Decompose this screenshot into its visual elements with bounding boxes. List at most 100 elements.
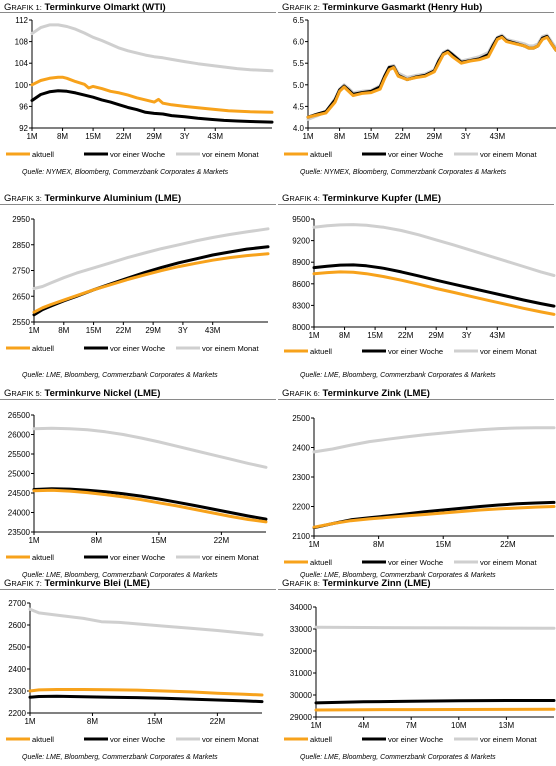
x-tick-label: 8M [91, 536, 102, 545]
y-tick-label: 34000 [290, 603, 313, 612]
x-tick-label: 4M [358, 721, 369, 730]
legend-label-vor-einer-woche: vor einer Woche [110, 553, 165, 562]
y-tick-label: 2950 [12, 215, 30, 224]
legend-label-aktuell: aktuell [32, 553, 54, 562]
legend-label-vor-einer-woche: vor einer Woche [110, 735, 165, 744]
chart-source: Quelle: NYMEX, Bloomberg, Commerzbank Co… [300, 169, 507, 176]
y-tick-label: 8600 [292, 280, 310, 289]
series-line-vor-einer-woche [314, 699, 556, 705]
series-line-aktuell [314, 707, 556, 712]
x-tick-label: 29M [145, 326, 161, 335]
series-line-vor-einem-monat [312, 223, 556, 277]
y-tick-label: 2850 [12, 241, 30, 250]
title-rule [0, 589, 276, 590]
chart-title-name: Terminkurve Nickel (LME) [41, 388, 161, 399]
legend-label-vor-einem-monat: vor einem Monat [202, 735, 259, 744]
chart-title-name: Terminkurve Gasmarkt (Henry Hub) [319, 2, 483, 13]
legend-label-vor-einer-woche: vor einer Woche [388, 735, 443, 744]
title-rule [278, 399, 554, 400]
y-tick-label: 26000 [8, 431, 31, 440]
x-tick-label: 22M [116, 132, 132, 141]
y-tick-label: 8000 [292, 323, 310, 332]
y-tick-label: 6.5 [293, 16, 305, 25]
y-tick-label: 26500 [8, 411, 31, 420]
x-tick-label: 15M [435, 540, 451, 549]
x-tick-label: 1M [28, 536, 39, 545]
y-tick-label: 8900 [292, 258, 310, 267]
x-tick-label: 1M [24, 717, 35, 726]
x-tick-label: 8M [339, 331, 350, 340]
y-tick-label: 25000 [8, 470, 31, 479]
x-tick-label: 15M [85, 132, 101, 141]
x-tick-label: 15M [151, 536, 167, 545]
chart-panel-3: GRAFIK 3: Terminkurve Aluminium (LME) 255… [0, 191, 278, 381]
x-tick-label: 22M [398, 331, 414, 340]
chart-title-label: GRAFIK 7: [4, 578, 42, 589]
chart-title: GRAFIK 6: Terminkurve Zink (LME) [282, 388, 430, 399]
chart-title-label: GRAFIK 1: [4, 2, 42, 13]
y-tick-label: 2400 [8, 665, 26, 674]
series-line-aktuell [30, 75, 274, 114]
chart-svg: 29000 30000 31000 32000 33000 34000 1M 4M 7M 10M 1… [284, 603, 556, 744]
y-tick-label: 2200 [8, 709, 26, 718]
chart-source: Quelle: LME, Bloomberg, Commerzbank Corp… [22, 372, 218, 379]
x-tick-label: 1M [310, 721, 321, 730]
series-line-vor-einem-monat [30, 23, 274, 73]
y-tick-label: 33000 [290, 625, 313, 634]
series-line-vor-einer-woche [306, 34, 556, 119]
chart-title-name: Terminkurve Olmarkt (WTI) [41, 2, 166, 13]
legend-label-aktuell: aktuell [310, 558, 332, 567]
x-tick-label: 15M [86, 326, 102, 335]
legend-label-vor-einer-woche: vor einer Woche [388, 150, 443, 159]
chart-svg: 2200 2300 2400 2500 2600 2700 1M 8M 15M 22M aktuel… [6, 599, 264, 744]
chart-source: Quelle: LME, Bloomberg, Commerzbank Corp… [22, 754, 218, 761]
x-tick-label: 22M [210, 717, 226, 726]
series-line-vor-einem-monat [32, 227, 270, 290]
series-line-vor-einer-woche [312, 263, 556, 308]
y-tick-label: 2100 [292, 532, 310, 541]
chart-panel-5: GRAFIK 5: Terminkurve Nickel (LME) 23500 2… [0, 386, 278, 579]
series-line-vor-einer-woche [28, 694, 264, 704]
chart-title: GRAFIK 8: Terminkurve Zinn (LME) [282, 578, 431, 589]
y-tick-label: 31000 [290, 669, 313, 678]
y-tick-label: 4.5 [293, 102, 305, 111]
chart-title-name: Terminkurve Zinn (LME) [319, 578, 431, 589]
chart-panel-7: GRAFIK 7: Terminkurve Blei (LME) 2200 2300… [0, 576, 278, 766]
chart-title: GRAFIK 2: Terminkurve Gasmarkt (Henry Hu… [282, 2, 482, 13]
legend-label-vor-einer-woche: vor einer Woche [388, 347, 443, 356]
x-tick-label: 15M [363, 132, 379, 141]
y-tick-label: 2200 [292, 503, 310, 512]
title-rule [278, 589, 554, 590]
y-tick-label: 104 [15, 59, 29, 68]
chart-source: Quelle: LME, Bloomberg, Commerzbank Corp… [300, 572, 496, 579]
y-tick-label: 9500 [292, 215, 310, 224]
title-rule [278, 12, 554, 13]
legend-label-aktuell: aktuell [310, 150, 332, 159]
series-line-vor-einem-monat [32, 426, 268, 469]
y-tick-label: 8300 [292, 301, 310, 310]
legend-label-vor-einer-woche: vor einer Woche [110, 150, 165, 159]
chart-svg: 92 96 100 104 108 112 1M 8M 15M 22M 29M 3Y 43M aktuel… [6, 16, 274, 159]
x-tick-label: 1M [308, 331, 319, 340]
series-line-vor-einer-woche [30, 89, 274, 124]
y-tick-label: 2700 [8, 599, 26, 608]
chart-panel-1: GRAFIK 1: Terminkurve Olmarkt (WTI) 92 96 1… [0, 0, 278, 190]
legend-label-vor-einer-woche: vor einer Woche [110, 344, 165, 353]
legend-label-aktuell: aktuell [32, 344, 54, 353]
chart-title-label: GRAFIK 5: [4, 388, 42, 399]
legend-label-vor-einem-monat: vor einem Monat [480, 558, 537, 567]
legend-label-vor-einem-monat: vor einem Monat [202, 553, 259, 562]
series-line-vor-einem-monat [306, 33, 556, 121]
x-tick-label: 3Y [462, 331, 472, 340]
x-tick-label: 15M [367, 331, 383, 340]
legend-label-aktuell: aktuell [310, 347, 332, 356]
y-tick-label: 2400 [292, 444, 310, 453]
chart-source: Quelle: LME, Bloomberg, Commerzbank Corp… [300, 754, 496, 761]
x-tick-label: 13M [499, 721, 515, 730]
series-line-vor-einer-woche [32, 487, 268, 521]
x-tick-label: 43M [205, 326, 221, 335]
x-tick-label: 3Y [461, 132, 471, 141]
chart-svg: 4.0 4.5 5.0 5.5 6.0 6.5 1M 8M 15M 22M 29M 3Y 43M aktu… [284, 16, 556, 159]
y-tick-label: 100 [15, 81, 29, 90]
x-tick-label: 43M [490, 132, 506, 141]
